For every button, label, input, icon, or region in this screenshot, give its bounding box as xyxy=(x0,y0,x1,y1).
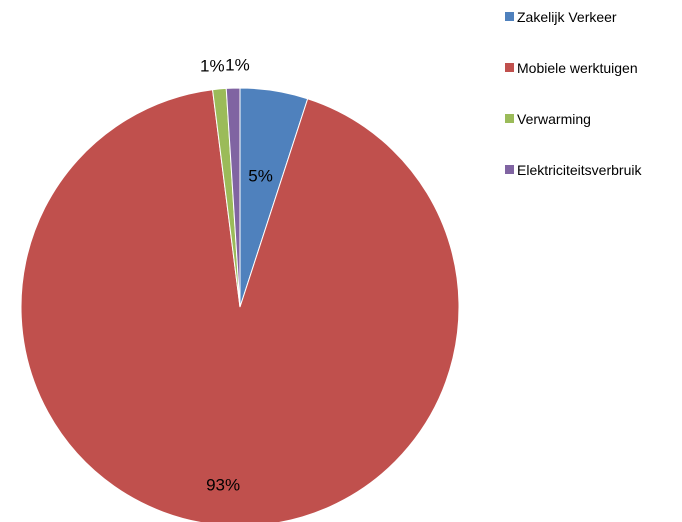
pie-data-labels: 5% 93% 1% 1% xyxy=(200,56,273,495)
data-label-zakelijk-verkeer: 5% xyxy=(248,167,273,186)
pie-slice-elektriciteitsverbruik xyxy=(225,87,241,308)
legend-item-elektriciteitsverbruik: Elektriciteitsverbruik xyxy=(505,161,680,178)
pie-slice-mobiele-werktuigen xyxy=(20,89,460,522)
data-label-mobiele-werktuigen: 93% xyxy=(206,475,240,494)
data-label-elektriciteitsverbruik: 1% xyxy=(225,56,250,75)
legend-item-verwarming: Verwarming xyxy=(505,110,680,127)
legend-label: Verwarming xyxy=(517,110,591,127)
legend-label: Mobiele werktuigen xyxy=(517,59,638,76)
legend-swatch xyxy=(505,165,514,174)
legend-label: Elektriciteitsverbruik xyxy=(517,161,642,178)
legend-item-mobiele-werktuigen: Mobiele werktuigen xyxy=(505,59,680,76)
chart-legend: Zakelijk Verkeer Mobiele werktuigen Verw… xyxy=(505,8,680,212)
pie-slices xyxy=(20,87,460,522)
legend-label: Zakelijk Verkeer xyxy=(517,8,617,25)
legend-item-zakelijk-verkeer: Zakelijk Verkeer xyxy=(505,8,680,25)
legend-swatch xyxy=(505,114,514,123)
legend-swatch xyxy=(505,63,514,72)
data-label-verwarming: 1% xyxy=(200,57,225,76)
legend-swatch xyxy=(505,12,514,21)
